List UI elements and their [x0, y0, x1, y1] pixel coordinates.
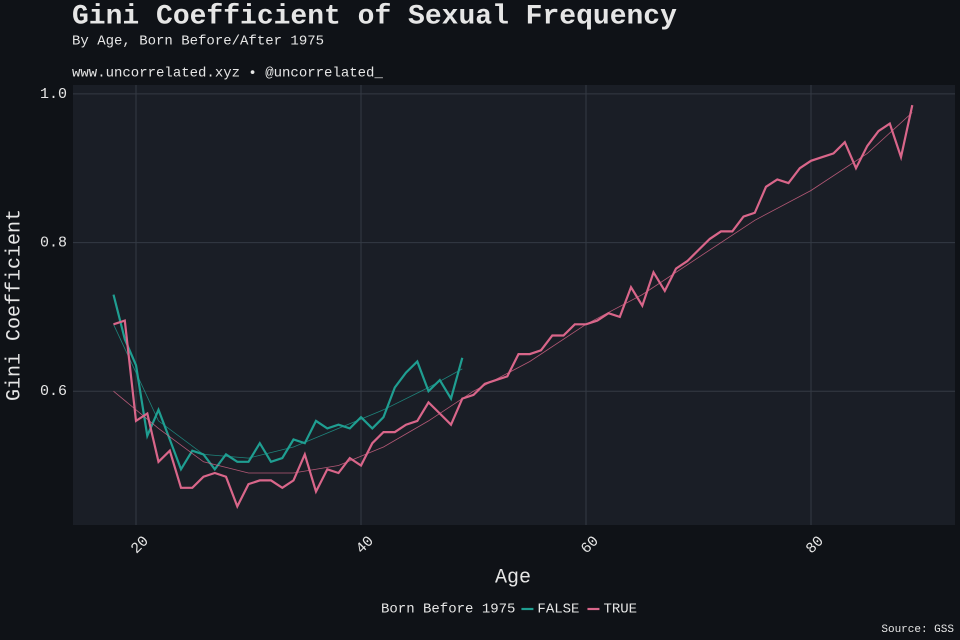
series-line [112, 294, 464, 472]
x-axis-label: Age [495, 566, 531, 589]
y-tick-label: 1.0 [40, 86, 67, 103]
legend-title: Born Before 1975 [381, 602, 515, 618]
chart-title: Gini Coefficient of Sexual Frequency [72, 1, 677, 32]
legend-label: TRUE [603, 602, 637, 618]
caption: www.uncorrelated.xyz • @uncorrelated_ [72, 66, 383, 82]
lines [112, 104, 914, 510]
source: Source: GSS [881, 624, 954, 636]
chart-subtitle: By Age, Born Before/After 1975 [72, 34, 324, 50]
legend: Born Before 1975 FALSE TRUE [381, 602, 637, 618]
series-line [113, 104, 914, 510]
y-tick-label: 0.8 [40, 235, 67, 252]
legend-label: FALSE [537, 602, 579, 618]
y-tick-label: 0.6 [40, 383, 67, 400]
y-axis-label: Gini Coefficient [3, 209, 26, 401]
plot-panel [73, 85, 955, 525]
trend-line [113, 324, 463, 459]
trend-line [113, 112, 913, 474]
